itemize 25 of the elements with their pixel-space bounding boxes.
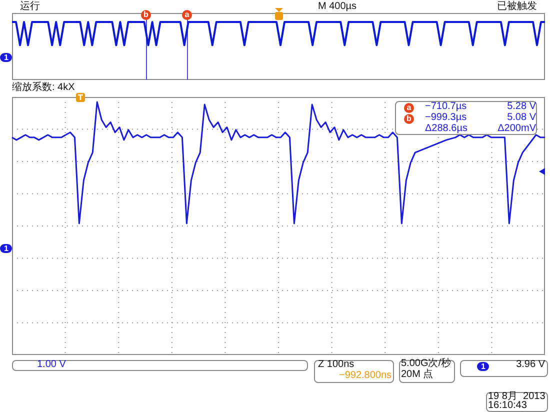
annotation: 5.28 V <box>507 101 536 112</box>
text: 运行 <box>20 1 40 13</box>
text: 1 <box>0 53 12 62</box>
text: 已被触发 <box>497 1 537 13</box>
annotation: Δ200mV <box>498 123 536 134</box>
text: 20M 点 <box>401 369 434 380</box>
text: 3.96 V <box>516 359 545 370</box>
text: 缩放系数: 4kX <box>12 82 75 93</box>
annotation: −999.3µs <box>425 112 467 123</box>
text: a <box>182 10 192 20</box>
text: 1 <box>0 244 12 253</box>
text: 1 <box>477 362 490 371</box>
annotation: Δ288.6µs <box>425 123 468 134</box>
annotation: a <box>404 103 414 113</box>
text: M 400µs <box>318 1 357 13</box>
annotation: b <box>404 114 414 124</box>
annotation: −710.7µs <box>425 101 467 112</box>
annotation: 5.08 V <box>507 112 536 123</box>
text: b <box>141 10 151 20</box>
text: Z 100ns <box>318 359 354 370</box>
text: 1.00 V <box>37 359 66 370</box>
text: 19 8月 2013 <box>488 391 546 402</box>
text: 16:10:43 <box>488 400 527 411</box>
text: 5.00G次/秒 <box>401 358 452 369</box>
text: −992.800ns <box>339 370 392 381</box>
